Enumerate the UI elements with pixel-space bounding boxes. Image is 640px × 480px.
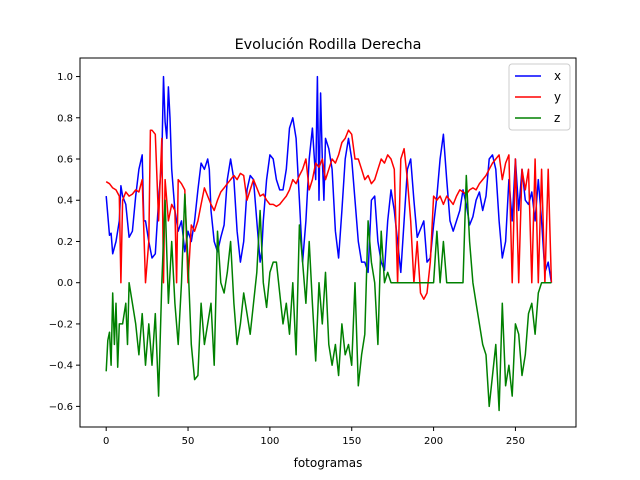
series-line-x xyxy=(105,75,553,283)
plot-frame xyxy=(79,57,577,428)
y-tick-label: −0.2 xyxy=(49,319,73,330)
y-tick-label: 0.8 xyxy=(57,113,73,124)
series-line-y xyxy=(105,129,553,300)
y-tick-label: 0.2 xyxy=(57,237,73,248)
chart-title: Evolución Rodilla Derecha xyxy=(235,37,422,53)
x-tick-label: 200 xyxy=(424,436,443,447)
series-line-z xyxy=(105,174,552,412)
legend: xyz xyxy=(508,63,571,131)
y-tick-label: −0.6 xyxy=(49,402,73,413)
x-tick-label: 100 xyxy=(260,436,279,447)
legend-label-z: z xyxy=(554,111,560,125)
x-tick-label: 150 xyxy=(342,436,361,447)
x-tick-label: 250 xyxy=(506,436,525,447)
y-tick-label: −0.4 xyxy=(49,361,73,372)
x-axis: 0 50 100 150 200 250 xyxy=(103,427,525,447)
legend-label-y: y xyxy=(554,90,561,104)
legend-label-x: x xyxy=(554,69,561,83)
y-tick-label: 0.0 xyxy=(57,278,73,289)
x-axis-label: fotogramas xyxy=(294,456,363,470)
y-tick-label: 0.4 xyxy=(57,196,73,207)
x-tick-label: 50 xyxy=(182,436,195,447)
x-tick-label: 0 xyxy=(103,436,109,447)
y-tick-label: 0.6 xyxy=(57,155,73,166)
y-axis: −0.6 −0.4 −0.2 0.0 0.2 0.4 0.6 0.8 1.0 xyxy=(49,72,80,413)
plot-series-group xyxy=(105,75,553,412)
y-tick-label: 1.0 xyxy=(57,72,73,83)
